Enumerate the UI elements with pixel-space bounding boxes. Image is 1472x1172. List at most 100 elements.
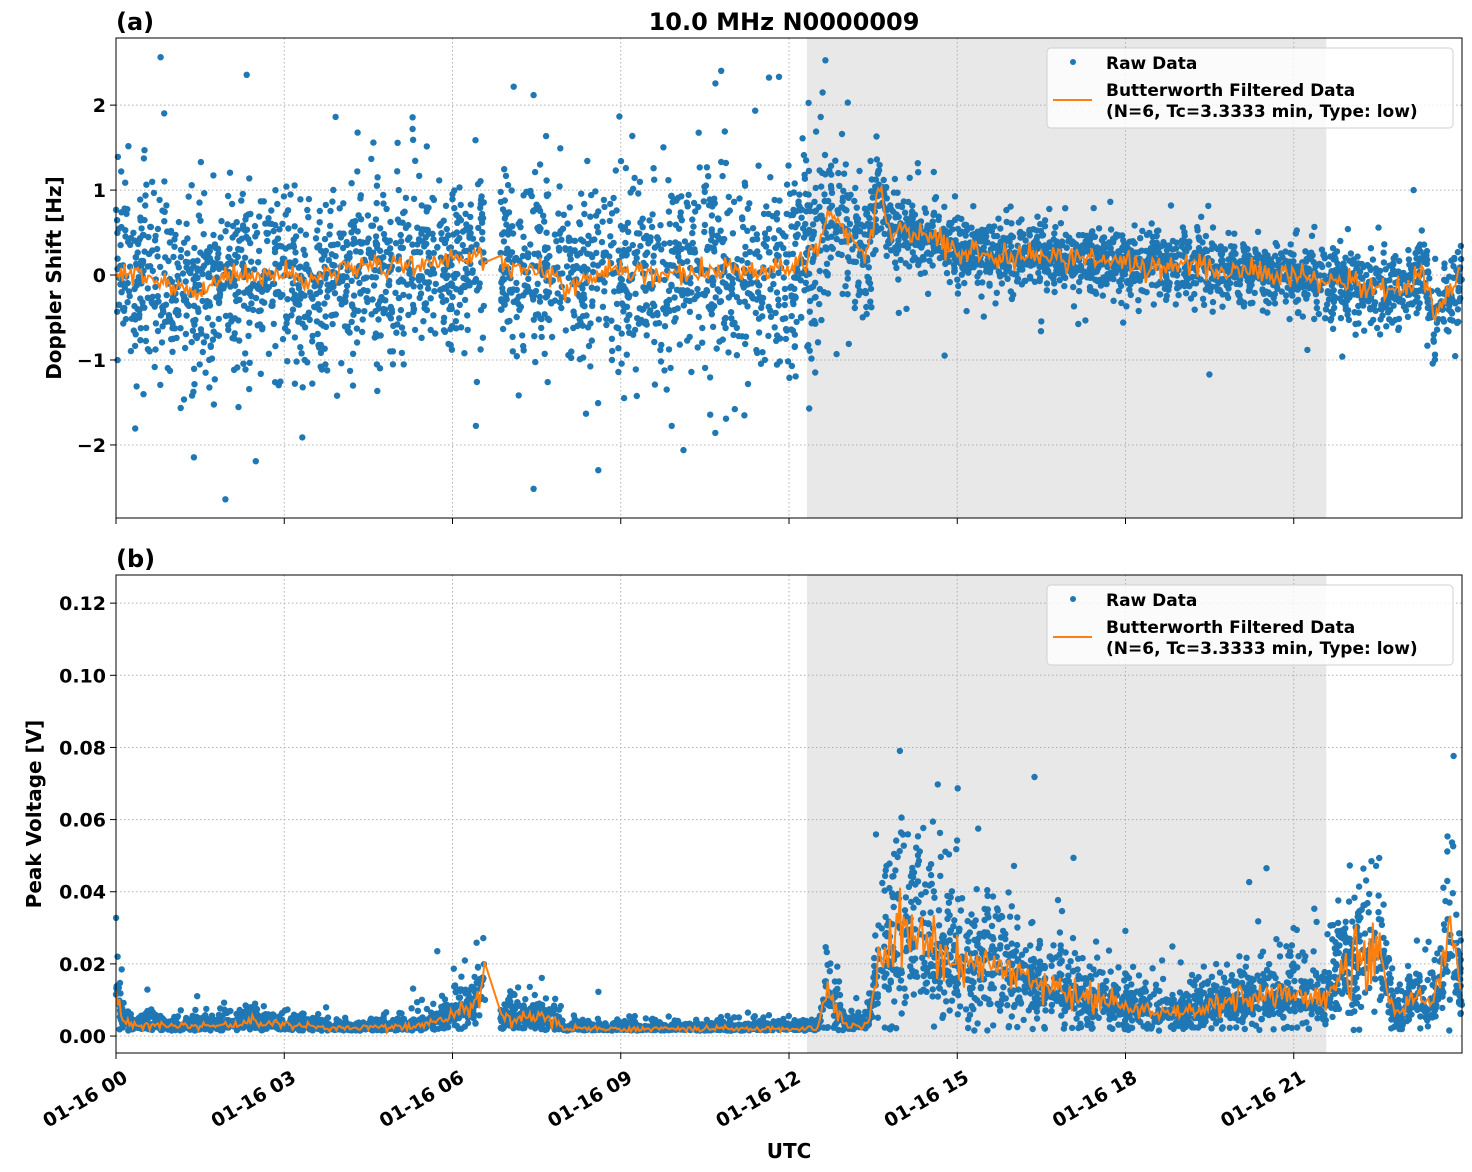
raw-data-point: [151, 363, 158, 371]
raw-data-point: [1302, 283, 1309, 290]
raw-data-point: [224, 192, 232, 200]
raw-data-point: [126, 292, 133, 300]
raw-data-point: [1237, 276, 1244, 284]
raw-data-point: [635, 190, 642, 197]
raw-data-point: [1446, 297, 1453, 304]
raw-data-point: [139, 303, 147, 310]
raw-data-point: [1355, 309, 1363, 316]
raw-data-point: [1158, 243, 1165, 250]
raw-data-point: [327, 222, 334, 229]
raw-data-point: [1366, 890, 1373, 898]
legend-label: (N=6, Tc=3.3333 min, Type: low): [1106, 102, 1418, 122]
raw-data-point: [130, 229, 137, 236]
raw-data-point: [113, 217, 121, 224]
raw-data-point: [329, 320, 336, 328]
raw-data-point: [930, 248, 938, 255]
raw-data-point: [464, 312, 471, 319]
raw-data-point: [890, 224, 898, 231]
raw-data-point: [595, 467, 602, 474]
raw-data-point: [585, 232, 592, 239]
raw-data-point: [417, 290, 425, 297]
raw-data-point: [447, 326, 454, 333]
raw-data-point: [349, 218, 356, 226]
panel-label-a: (a): [116, 8, 154, 36]
raw-data-point: [607, 200, 614, 208]
raw-data-point: [865, 275, 873, 282]
raw-data-point: [876, 161, 883, 169]
raw-data-point: [718, 158, 725, 166]
raw-data-point: [297, 227, 304, 234]
raw-data-point: [536, 161, 544, 168]
raw-data-point: [721, 235, 728, 243]
raw-data-point: [1287, 241, 1294, 248]
raw-data-point: [588, 191, 595, 199]
raw-data-point: [883, 252, 890, 260]
raw-data-point: [1057, 220, 1065, 227]
raw-data-point: [783, 327, 790, 334]
raw-data-point: [805, 167, 813, 175]
raw-data-point: [157, 381, 164, 389]
raw-data-point: [373, 361, 381, 368]
raw-data-point: [1156, 291, 1163, 298]
raw-data-point: [1452, 352, 1459, 360]
raw-data-point: [733, 352, 741, 359]
raw-data-point: [138, 225, 145, 232]
raw-data-point: [856, 167, 863, 175]
raw-data-point: [370, 282, 378, 289]
raw-data-point: [1308, 232, 1316, 239]
raw-data-point: [992, 300, 999, 307]
raw-data-point: [1107, 226, 1115, 233]
raw-data-point: [509, 348, 516, 355]
raw-data-point: [671, 294, 678, 301]
raw-data-point: [1340, 263, 1347, 270]
raw-data-point: [643, 284, 650, 292]
raw-data-point: [1331, 304, 1338, 311]
raw-data-point: [519, 252, 527, 260]
raw-data-point: [642, 251, 649, 258]
raw-data-point: [954, 290, 962, 297]
raw-data-point: [152, 320, 160, 327]
raw-data-point: [1404, 313, 1412, 320]
raw-data-point: [783, 181, 791, 188]
raw-data-point: [451, 274, 458, 281]
raw-data-point: [742, 243, 749, 251]
raw-data-point: [1249, 276, 1256, 283]
raw-data-point: [818, 316, 825, 324]
raw-data-point: [184, 250, 191, 257]
raw-data-point: [893, 211, 900, 218]
raw-data-point: [530, 91, 537, 99]
raw-data-point: [231, 335, 238, 342]
raw-data-point: [1219, 277, 1226, 284]
raw-data-point: [714, 215, 722, 222]
raw-data-point: [305, 214, 312, 221]
raw-data-point: [892, 244, 899, 251]
raw-data-point: [1191, 290, 1198, 298]
raw-data-point: [351, 306, 358, 313]
raw-data-point: [235, 288, 242, 296]
raw-data-point: [1417, 1025, 1424, 1032]
raw-data-point: [668, 192, 675, 200]
raw-data-point: [685, 242, 693, 249]
raw-data-point: [979, 279, 986, 286]
raw-data-point: [503, 221, 510, 228]
raw-data-point: [736, 195, 743, 202]
raw-data-point: [316, 207, 323, 215]
raw-data-point: [226, 169, 234, 176]
raw-data-point: [754, 289, 762, 296]
raw-data-point: [696, 164, 703, 171]
raw-data-point: [1113, 231, 1120, 238]
raw-data-point: [661, 367, 668, 374]
raw-data-point: [1342, 254, 1349, 261]
raw-data-point: [790, 189, 797, 196]
raw-data-point: [423, 204, 430, 211]
raw-data-point: [1344, 307, 1352, 314]
raw-data-point: [691, 295, 698, 303]
raw-data-point: [996, 273, 1004, 280]
raw-data-point: [775, 73, 783, 81]
raw-data-point: [209, 336, 217, 343]
raw-data-point: [765, 303, 772, 310]
raw-data-point: [359, 316, 366, 323]
raw-data-point: [234, 364, 241, 371]
raw-data-point: [1200, 301, 1208, 308]
